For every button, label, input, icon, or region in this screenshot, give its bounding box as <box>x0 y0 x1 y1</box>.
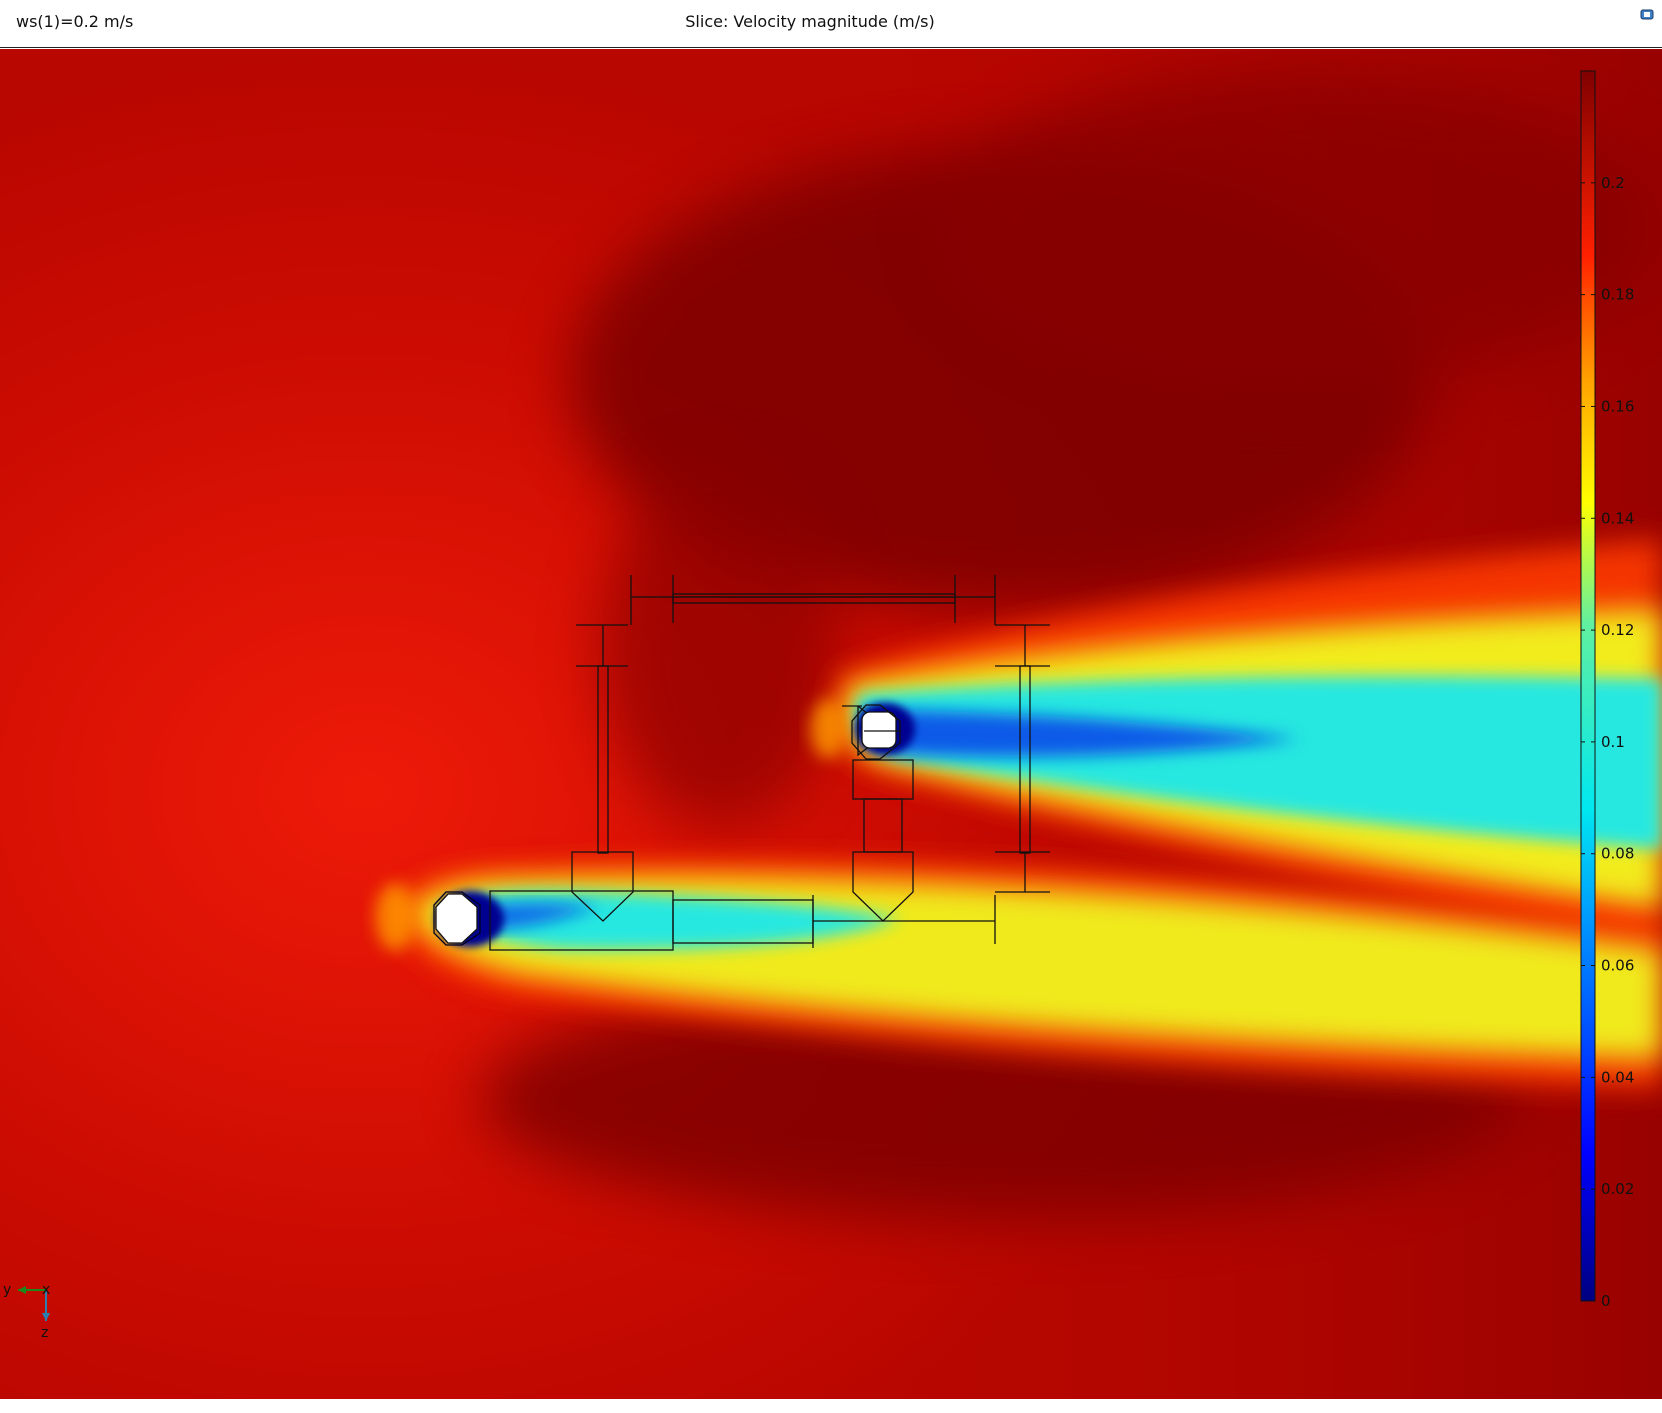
axis-label-x: x <box>42 1282 50 1298</box>
axis-triad: y x z <box>3 1282 50 1341</box>
parameter-label: ws(1)=0.2 m/s <box>16 12 134 31</box>
colorbar-tick-label: 0.12 <box>1601 621 1634 639</box>
colorbar-ramp <box>1580 70 1596 1302</box>
colorbar-tick-label: 0.04 <box>1601 1068 1634 1086</box>
camera-icon[interactable] <box>1640 8 1654 20</box>
colorbar-tick-label: 0.1 <box>1601 733 1625 751</box>
velocity-field <box>0 49 1662 1399</box>
axis-label-z: z <box>41 1325 48 1341</box>
colorbar-tick-label: 0.14 <box>1601 509 1634 527</box>
colorbar-tick-label: 0.02 <box>1601 1180 1634 1198</box>
colorbar-tick-label: 0.06 <box>1601 957 1634 975</box>
colorbar-tick-label: 0.16 <box>1601 397 1634 415</box>
colorbar-tick-label: 0.18 <box>1601 286 1634 304</box>
plot-header: ws(1)=0.2 m/s Slice: Velocity magnitude … <box>0 0 1662 48</box>
geometry-outline <box>433 575 1050 951</box>
color-legend: 0.2 0.18 0.16 0.14 0.12 0.1 0.08 0.06 0.04 0.02 0 <box>1580 70 1634 1310</box>
plot-title: Slice: Velocity magnitude (m/s) <box>685 12 935 31</box>
left-cylinder <box>435 893 478 944</box>
colorbar-tick-label: 0.08 <box>1601 845 1634 863</box>
bottom-margin <box>0 1399 1662 1413</box>
axis-label-y: y <box>3 1282 11 1298</box>
plot-canvas[interactable]: 0.2 0.18 0.16 0.14 0.12 0.1 0.08 0.06 0.04 0.02 0 … <box>0 49 1662 1399</box>
colorbar-tick-label: 0.2 <box>1601 174 1625 192</box>
colorbar-tick-label: 0 <box>1601 1292 1611 1310</box>
